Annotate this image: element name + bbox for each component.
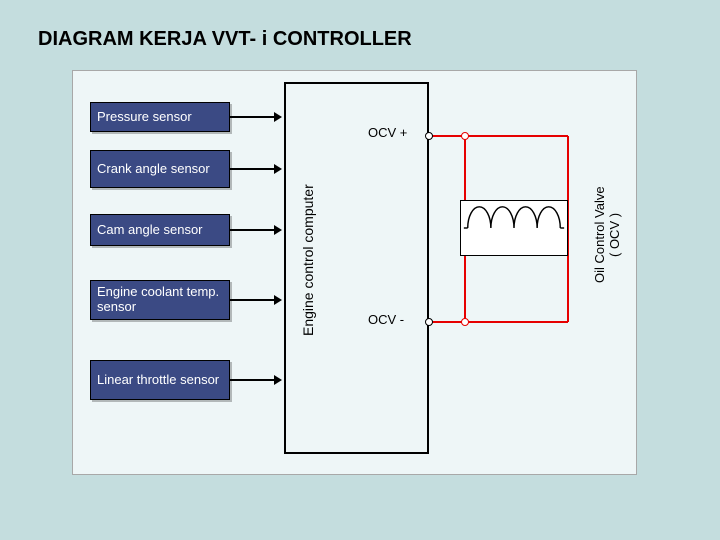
oil-control-valve-label: Oil Control Valve ( OCV ): [592, 150, 622, 320]
diagram-area: Pressure sensorCrank angle sensorCam ang…: [72, 70, 637, 475]
wire-joint-minus: [461, 318, 469, 326]
ocv-sub-line2: ( OCV ): [607, 213, 622, 257]
ecu-port-minus: [425, 318, 433, 326]
wire-joint-plus: [461, 132, 469, 140]
coil-icon: [461, 201, 567, 255]
ocv-sub-line1: Oil Control Valve: [592, 187, 607, 284]
wiring-svg: [72, 70, 637, 475]
page-title: DIAGRAM KERJA VVT- i CONTROLLER: [38, 28, 412, 51]
ocv-coil-box: [460, 200, 568, 256]
ecu-port-plus: [425, 132, 433, 140]
